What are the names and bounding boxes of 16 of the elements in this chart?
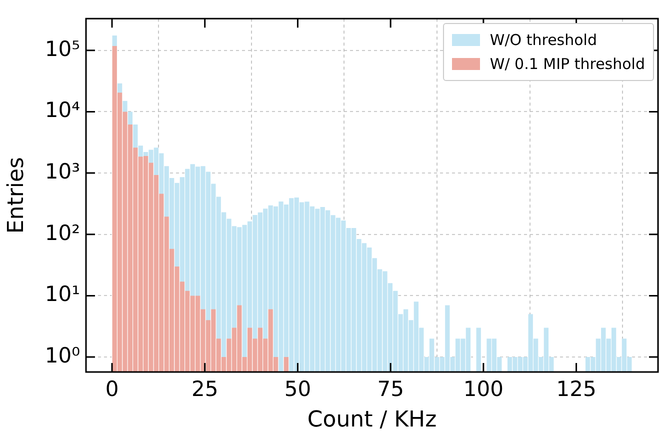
- x-tick-label: 100: [463, 377, 504, 402]
- y-tick-label: 10⁴: [44, 98, 80, 122]
- x-tick-label: 0: [105, 377, 119, 402]
- y-tick-label: 10³: [44, 160, 80, 184]
- x-tick-label: 75: [377, 377, 404, 402]
- x-tick-label: 25: [191, 377, 218, 402]
- x-tick-label: 125: [556, 377, 596, 402]
- y-tick-label: 10⁰: [44, 343, 80, 368]
- legend-label: W/ 0.1 MIP threshold: [490, 54, 645, 75]
- y-tick-label: 10²: [44, 220, 80, 245]
- y-tick-label: 10¹: [44, 282, 80, 306]
- x-axis-title: Count / KHz: [307, 408, 437, 433]
- x-tick-label: 50: [284, 377, 312, 402]
- y-axis-title: Entries: [4, 156, 29, 234]
- y-tick-label: 10⁵: [44, 36, 80, 61]
- legend-label: W/O threshold: [490, 30, 597, 51]
